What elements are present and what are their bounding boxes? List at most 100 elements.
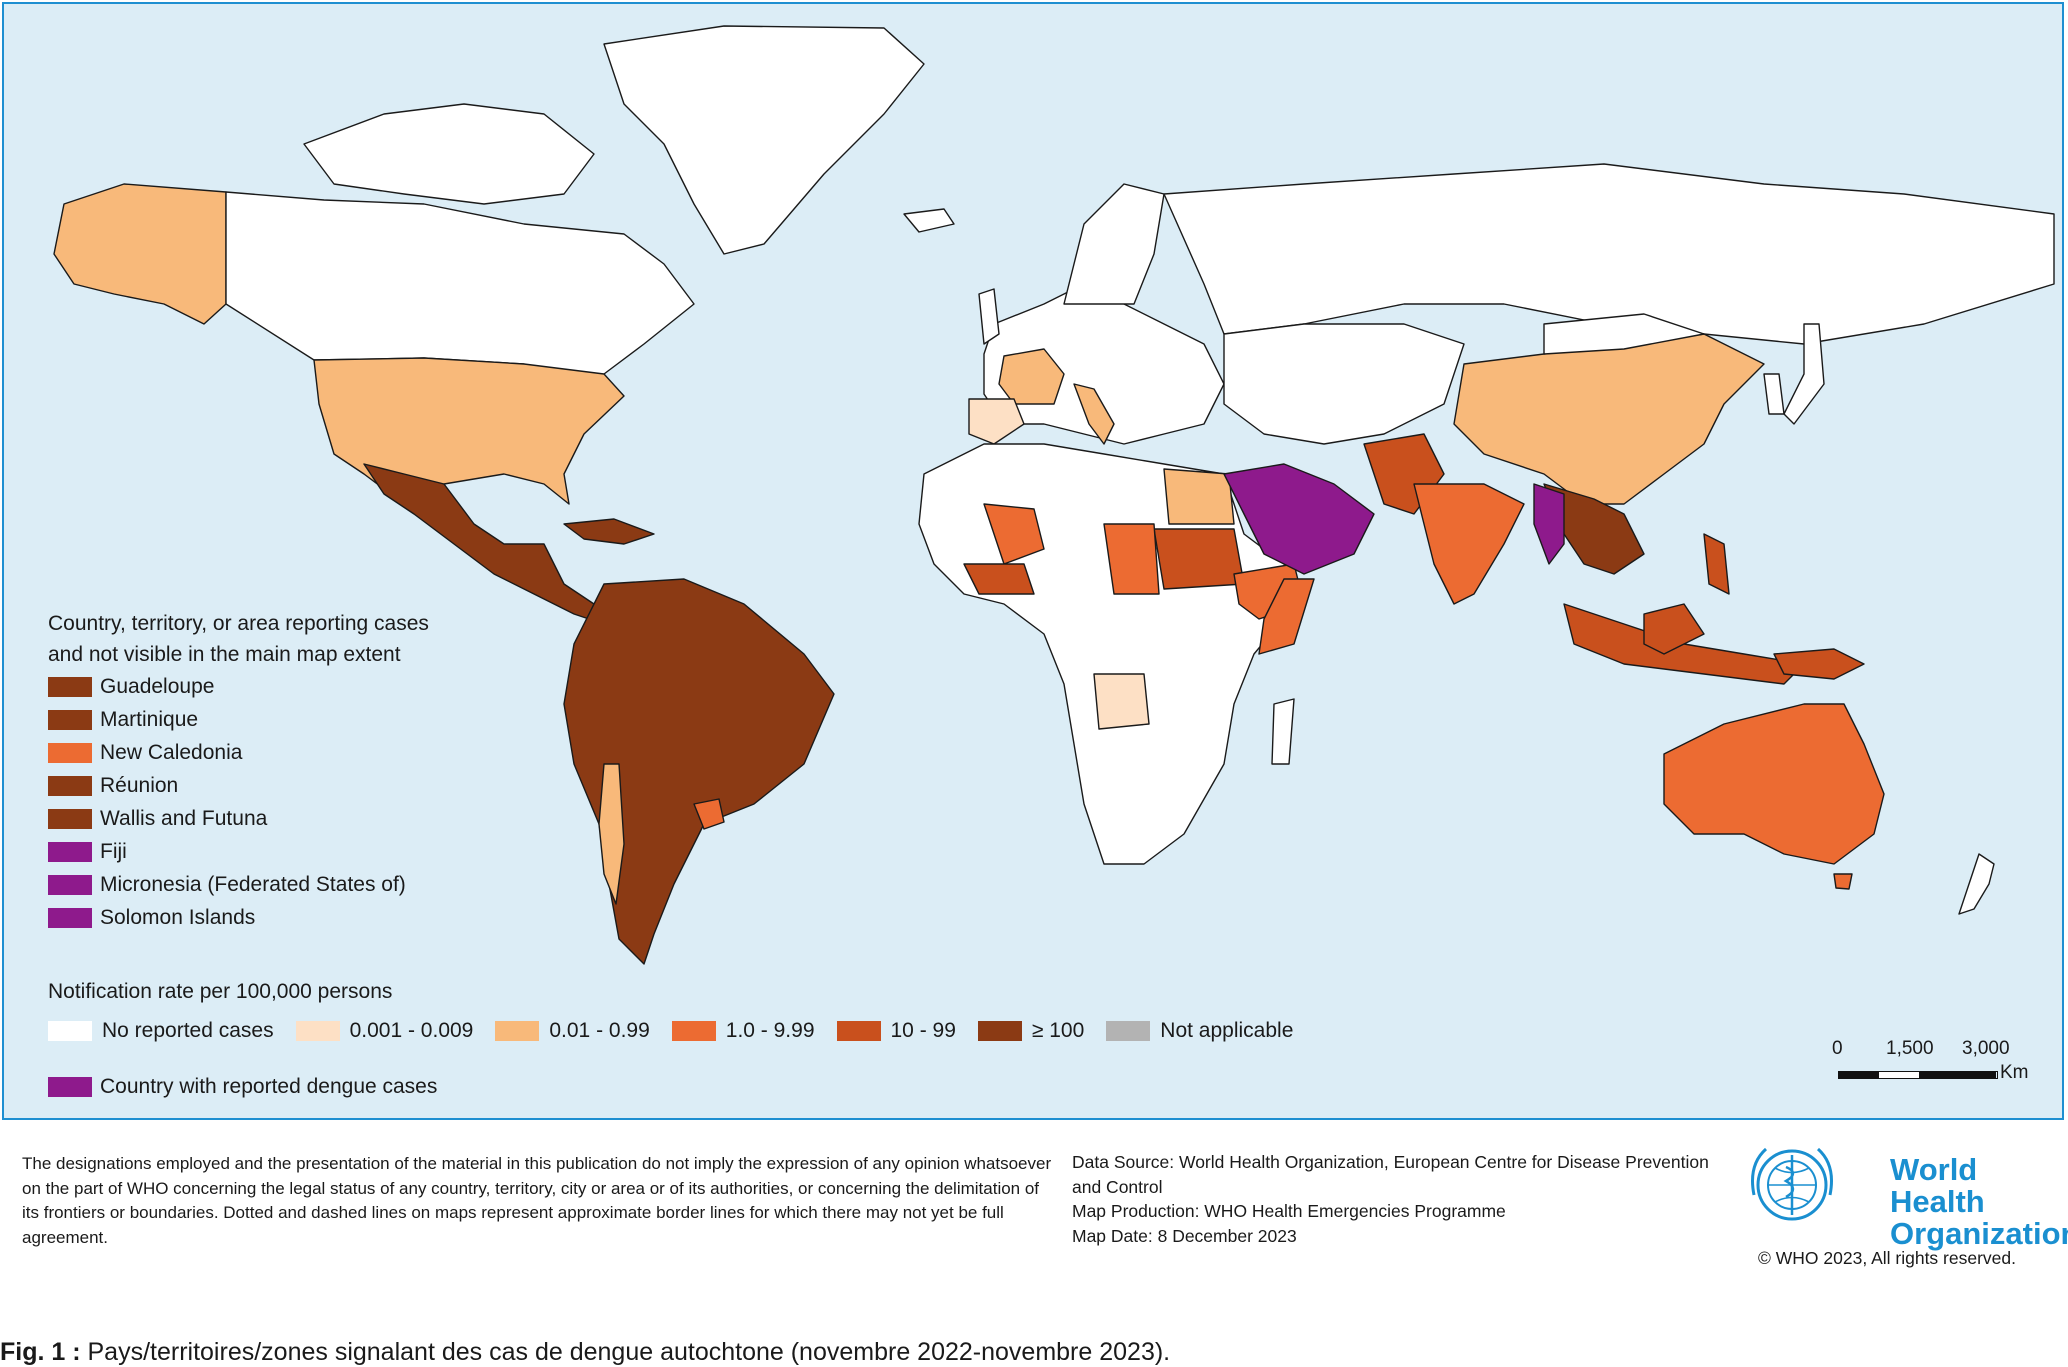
south-america bbox=[563, 578, 835, 965]
disclaimer-text: The designations employed and the presen… bbox=[22, 1154, 1052, 1247]
map-frame: Country, territory, or area reporting ca… bbox=[2, 2, 2064, 1120]
india bbox=[1413, 483, 1525, 605]
map-production-line: Map Production: WHO Health Emergencies P… bbox=[1072, 1201, 1506, 1221]
dengue-legend: Country with reported dengue cases bbox=[48, 1075, 437, 1099]
chad bbox=[1103, 523, 1160, 595]
spain bbox=[968, 398, 1025, 445]
new-zealand bbox=[1958, 853, 1995, 915]
madagascar bbox=[1271, 698, 1295, 765]
rate-swatch bbox=[295, 1021, 340, 1041]
korea bbox=[1763, 373, 1785, 415]
chile bbox=[598, 763, 625, 905]
inset-legend-title-line1: Country, territory, or area reporting ca… bbox=[48, 612, 429, 635]
rate-label: 1.0 - 9.99 bbox=[725, 1019, 815, 1042]
somalia bbox=[1258, 578, 1315, 655]
rate-label: Not applicable bbox=[1160, 1019, 1294, 1042]
rate-swatch bbox=[836, 1021, 881, 1041]
legend-swatch bbox=[48, 808, 92, 829]
rate-swatch bbox=[495, 1021, 540, 1041]
uruguay bbox=[693, 798, 725, 830]
iceland bbox=[903, 208, 955, 233]
rate-swatch bbox=[1106, 1021, 1151, 1041]
map-date-line: Map Date: 8 December 2023 bbox=[1072, 1225, 1297, 1246]
japan bbox=[1783, 323, 1825, 425]
scale-label-0: 0 bbox=[1832, 1038, 1843, 1059]
legend-label: Fiji bbox=[100, 839, 127, 863]
caption-label: Fig. 1 : bbox=[0, 1338, 81, 1366]
west-africa bbox=[963, 563, 1035, 595]
egypt bbox=[1163, 468, 1235, 525]
scale-bar: 0 1,500 3,000 Km bbox=[1832, 1038, 2042, 1088]
rate-label: ≥ 100 bbox=[1031, 1019, 1085, 1042]
se-asia bbox=[1543, 483, 1645, 575]
inset-legend-item: Fiji bbox=[48, 835, 429, 868]
legend-swatch bbox=[48, 709, 92, 730]
tasmania bbox=[1833, 873, 1853, 890]
rate-legend-title: Notification rate per 100,000 persons bbox=[48, 980, 393, 1003]
legend-swatch bbox=[48, 775, 92, 796]
inset-legend-item: New Caledonia bbox=[48, 736, 429, 769]
inset-legend-item: Réunion bbox=[48, 769, 429, 802]
data-source-line: Data Source: World Health Organization, … bbox=[1072, 1152, 1709, 1197]
usa bbox=[313, 357, 625, 505]
caption-text: Pays/territoires/zones signalant des cas… bbox=[80, 1338, 1171, 1366]
inset-legend-item: Martinique bbox=[48, 703, 429, 736]
canada bbox=[225, 191, 695, 385]
mali bbox=[983, 503, 1045, 565]
central-asia bbox=[1223, 323, 1465, 445]
rate-swatch bbox=[977, 1021, 1022, 1041]
papua bbox=[1773, 648, 1865, 680]
inset-legend-item: Micronesia (Federated States of) bbox=[48, 868, 429, 901]
dengue-label: Country with reported dengue cases bbox=[100, 1075, 438, 1098]
scale-label-1500: 1,500 bbox=[1886, 1038, 1934, 1059]
rate-legend-item: 10 - 99 bbox=[836, 1019, 956, 1043]
inset-legend-title-line2: and not visible in the main map extent bbox=[48, 643, 401, 666]
world-map bbox=[53, 25, 2055, 965]
inset-legend: Country, territory, or area reporting ca… bbox=[48, 608, 429, 934]
uk bbox=[978, 288, 1000, 345]
inset-legend-item: Wallis and Futuna bbox=[48, 802, 429, 835]
rate-swatch bbox=[48, 1021, 92, 1041]
alaska bbox=[53, 183, 227, 325]
legend-label: Martinique bbox=[100, 707, 199, 731]
legend-label: Solomon Islands bbox=[100, 905, 256, 929]
rate-legend-item: 0.01 - 0.99 bbox=[495, 1019, 650, 1043]
rate-label: 0.001 - 0.009 bbox=[349, 1019, 474, 1042]
rate-label: 0.01 - 0.99 bbox=[549, 1019, 650, 1042]
scale-bar-graphic bbox=[1838, 1071, 1998, 1079]
inset-legend-item: Guadeloupe bbox=[48, 670, 429, 703]
legend-label: Micronesia (Federated States of) bbox=[100, 872, 406, 896]
rate-legend-item: ≥ 100 bbox=[977, 1019, 1085, 1043]
greenland bbox=[603, 25, 925, 255]
arabian-peninsula bbox=[1223, 463, 1375, 575]
legend-label: Wallis and Futuna bbox=[100, 806, 268, 830]
legend-label: Guadeloupe bbox=[100, 674, 215, 698]
legend-label: Réunion bbox=[100, 773, 179, 797]
france bbox=[998, 348, 1065, 405]
scale-unit: Km bbox=[2000, 1062, 2029, 1083]
caribbean bbox=[563, 518, 655, 545]
china bbox=[1453, 333, 1765, 505]
rate-legend-item: Not applicable bbox=[1106, 1019, 1293, 1043]
mexico-central-america bbox=[363, 463, 605, 625]
mongolia bbox=[1543, 313, 1705, 355]
legend-swatch bbox=[48, 841, 92, 862]
legend-label: New Caledonia bbox=[100, 740, 243, 764]
borneo bbox=[1643, 603, 1705, 655]
copyright: © WHO 2023, All rights reserved. bbox=[1758, 1248, 2016, 1268]
italy bbox=[1073, 383, 1115, 445]
legend-swatch bbox=[48, 742, 92, 763]
footer: The designations employed and the presen… bbox=[2, 1120, 2068, 1296]
inset-legend-items: Guadeloupe Martinique New Caledonia Réunion… bbox=[48, 670, 429, 934]
myanmar bbox=[1533, 483, 1565, 565]
rate-swatch bbox=[671, 1021, 716, 1041]
legend-swatch bbox=[48, 676, 92, 697]
legend-swatch bbox=[48, 874, 92, 895]
legend-swatch bbox=[48, 907, 92, 928]
rate-legend-item: No reported cases bbox=[48, 1019, 274, 1043]
who-emblem-icon bbox=[1751, 1147, 1833, 1221]
canada-islands bbox=[303, 103, 595, 205]
rate-legend: No reported cases 0.001 - 0.009 0.01 - 0.9… bbox=[48, 1019, 1315, 1043]
who-logo-text: World Health Organization bbox=[1890, 1152, 2068, 1251]
rate-label: 10 - 99 bbox=[890, 1019, 956, 1042]
